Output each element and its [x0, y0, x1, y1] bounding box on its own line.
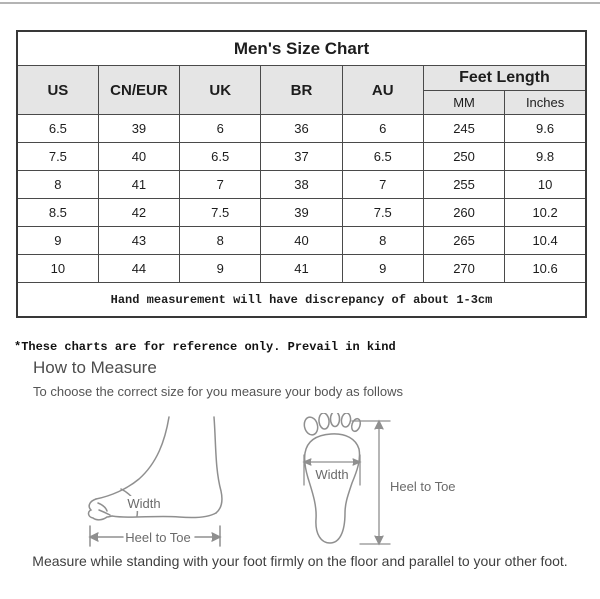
- column-header-au: AU: [341, 65, 424, 115]
- footprint-outline: [303, 433, 361, 544]
- table-title: Men's Size Chart: [16, 30, 587, 66]
- size-cell: 9.8: [504, 142, 587, 171]
- side-foot-diagram: Width Heel to Toe: [87, 416, 223, 547]
- subcolumn-header-mm: MM: [422, 89, 506, 115]
- size-cell: 39: [260, 198, 343, 227]
- size-cell: 40: [97, 142, 181, 171]
- length-arrowhead-bottom-icon: [374, 535, 384, 546]
- width-arrowhead-left-icon: [302, 458, 312, 466]
- size-cell: 6.5: [179, 142, 262, 171]
- side-foot-heel-to-toe-label: Heel to Toe: [125, 530, 191, 545]
- measurement-diagrams: Width Heel to Toe: [0, 405, 600, 555]
- size-cell: 9: [341, 254, 424, 283]
- subcolumn-header-inches: Inches: [504, 89, 587, 115]
- size-cell: 39: [97, 114, 181, 143]
- width-label-backing: [128, 496, 160, 511]
- size-cell: 8.5: [16, 198, 99, 227]
- arrowhead-right-icon: [211, 532, 222, 542]
- size-cell: 42: [97, 198, 181, 227]
- size-cell: 44: [97, 254, 181, 283]
- size-cell: 265: [422, 226, 506, 255]
- foot-instep-line: [95, 416, 170, 500]
- column-header-cn-eur: CN/EUR: [97, 65, 181, 115]
- size-cell: 41: [260, 254, 343, 283]
- size-cell: 8: [341, 226, 424, 255]
- size-cell: 10.2: [504, 198, 587, 227]
- size-cell: 255: [422, 170, 506, 199]
- arrowhead-left-icon: [88, 532, 99, 542]
- size-cell: 6.5: [341, 142, 424, 171]
- how-to-measure-subheading: To choose the correct size for you measu…: [33, 384, 403, 399]
- size-row: 6.5 39 6 36 6 245 9.6: [16, 114, 587, 143]
- foot-toes-outline: [87, 498, 113, 521]
- size-cell: 6: [179, 114, 262, 143]
- size-cell: 10: [16, 254, 99, 283]
- size-row: 8 41 7 38 7 255 10: [16, 170, 587, 199]
- foot-sole-line: [111, 512, 217, 519]
- size-cell: 6.5: [16, 114, 99, 143]
- little-toe: [350, 417, 362, 433]
- table-footnote-row: Hand measurement will have discrepancy o…: [16, 282, 587, 318]
- size-cell: 7: [179, 170, 262, 199]
- reference-note: *These charts are for reference only. Pr…: [14, 340, 396, 354]
- table-subheader-row: MM Inches: [17, 89, 587, 115]
- size-cell: 10: [504, 170, 587, 199]
- size-cell: 36: [260, 114, 343, 143]
- table-header-row: US CN/EUR UK BR AU Feet Length: [16, 65, 587, 115]
- width-arrowhead-right-icon: [352, 458, 362, 466]
- size-cell: 9: [179, 254, 262, 283]
- size-cell: 7: [341, 170, 424, 199]
- size-cell: 7.5: [341, 198, 424, 227]
- size-cell: 8: [179, 226, 262, 255]
- footprint-width-label-backing: [313, 467, 351, 483]
- size-cell: 10.6: [504, 254, 587, 283]
- footprint-diagram: Width Heel to Toe: [302, 413, 456, 546]
- top-divider-line: [0, 2, 600, 4]
- table-footnote: Hand measurement will have discrepancy o…: [16, 282, 587, 318]
- column-header-us: US: [16, 65, 99, 115]
- toe-4: [340, 413, 352, 428]
- toe-3: [329, 413, 341, 428]
- big-toe: [303, 416, 319, 436]
- size-cell: 41: [97, 170, 181, 199]
- toe-2: [318, 413, 330, 430]
- size-row: 8.5 42 7.5 39 7.5 260 10.2: [16, 198, 587, 227]
- length-arrowhead-top-icon: [374, 419, 384, 430]
- size-cell: 37: [260, 142, 343, 171]
- size-cell: 38: [260, 170, 343, 199]
- size-row: 10 44 9 41 9 270 10.6: [16, 254, 587, 283]
- table-title-row: Men's Size Chart: [16, 30, 587, 66]
- size-cell: 6: [341, 114, 424, 143]
- side-foot-width-label: Width: [127, 496, 160, 511]
- column-header-br: BR: [260, 65, 343, 115]
- size-cell: 40: [260, 226, 343, 255]
- size-cell: 7.5: [179, 198, 262, 227]
- size-row: 9 43 8 40 8 265 10.4: [16, 226, 587, 255]
- foot-heel-line: [213, 416, 223, 514]
- size-cell: 250: [422, 142, 506, 171]
- column-header-uk: UK: [179, 65, 262, 115]
- size-cell: 8: [16, 170, 99, 199]
- footprint-heel-to-toe-label: Heel to Toe: [390, 479, 456, 494]
- toe-detail-2: [98, 509, 111, 516]
- size-cell: 270: [422, 254, 506, 283]
- size-cell: 10.4: [504, 226, 587, 255]
- mens-size-chart-table: Men's Size Chart US CN/EUR UK BR AU Feet…: [16, 30, 587, 318]
- size-cell: 43: [97, 226, 181, 255]
- size-table-body: 6.5 39 6 36 6 245 9.6 7.5 40 6.5 37 6.5 250 9.8 8 41 7 38…: [16, 114, 587, 283]
- size-cell: 7.5: [16, 142, 99, 171]
- column-header-feet-length: Feet Length: [422, 65, 587, 91]
- bottom-instruction-note: Measure while standing with your foot fi…: [32, 553, 568, 569]
- size-cell: 9.6: [504, 114, 587, 143]
- size-cell: 9: [16, 226, 99, 255]
- footprint-width-label: Width: [315, 467, 348, 482]
- size-row: 7.5 40 6.5 37 6.5 250 9.8: [16, 142, 587, 171]
- size-cell: 245: [422, 114, 506, 143]
- size-cell: 260: [422, 198, 506, 227]
- toe-detail-1: [97, 502, 108, 512]
- how-to-measure-heading: How to Measure: [33, 358, 157, 377]
